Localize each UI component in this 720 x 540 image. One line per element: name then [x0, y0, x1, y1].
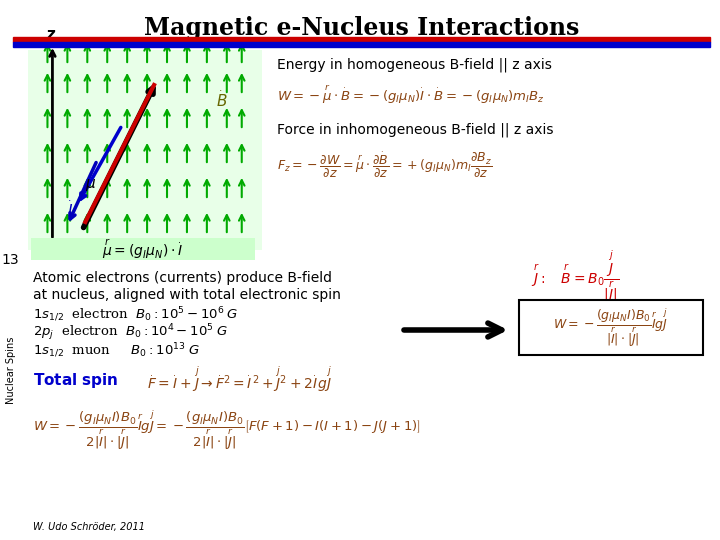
Text: Atomic electrons (currents) produce B-field: Atomic electrons (currents) produce B-fi…: [32, 271, 331, 285]
Bar: [12, 42, 710, 47]
Text: Nuclear Spins: Nuclear Spins: [6, 336, 16, 404]
Text: $2p_j$  electron  $B_0 : 10^4 - 10^5\;G$: $2p_j$ electron $B_0 : 10^4 - 10^5\;G$: [32, 323, 228, 343]
Text: W. Udo Schröder, 2011: W. Udo Schröder, 2011: [32, 522, 145, 532]
Text: $\overset{.}{I}$: $\overset{.}{I}$: [67, 200, 73, 220]
Text: $\mathbf{Total\ spin}$: $\mathbf{Total\ spin}$: [32, 370, 118, 389]
Bar: [12, 37, 710, 42]
Text: $\overset{.}{F} = \overset{.}{I} + \overset{j}{J} \rightarrow \overset{.}{F}^2 =: $\overset{.}{F} = \overset{.}{I} + \over…: [147, 365, 332, 395]
Text: $\overset{.}{B}$: $\overset{.}{B}$: [216, 90, 228, 110]
Bar: [518, 300, 703, 355]
Text: $W = -\overset{r}{\mu}\cdot\overset{.}{B} = -(g_I\mu_N)\overset{.}{I}\cdot\overs: $W = -\overset{r}{\mu}\cdot\overset{.}{B…: [276, 84, 544, 106]
Text: 13: 13: [1, 253, 19, 267]
Text: $F_z = -\dfrac{\partial W}{\partial z} = \overset{r}{\mu}\cdot\dfrac{\partial \o: $F_z = -\dfrac{\partial W}{\partial z} =…: [276, 151, 492, 179]
Text: Energy in homogeneous B-field || z axis: Energy in homogeneous B-field || z axis: [276, 58, 552, 72]
Bar: [27, 50, 261, 250]
Text: at nucleus, aligned with total electronic spin: at nucleus, aligned with total electroni…: [32, 288, 341, 302]
Text: $W = -\dfrac{(g_I\mu_N I)B_0}{2|\overset{r}{I}|\cdot|\overset{r}{J}|}\overset{r}: $W = -\dfrac{(g_I\mu_N I)B_0}{2|\overset…: [32, 408, 420, 451]
Text: $\mu$: $\mu$: [85, 177, 96, 193]
Bar: [30, 238, 255, 260]
Text: $W = -\dfrac{(g_I\mu_N I)B_0}{|\overset{r}{I}|\cdot|\overset{r}{J}|}\overset{r}{: $W = -\dfrac{(g_I\mu_N I)B_0}{|\overset{…: [553, 307, 668, 349]
Text: z: z: [46, 27, 55, 42]
Text: $\overset{r}{\mu} = (g_I \mu_N) \cdot \overset{.}{I}$: $\overset{r}{\mu} = (g_I \mu_N) \cdot \o…: [102, 237, 183, 261]
Text: $1s_{1/2}$  electron  $B_0 : 10^5 - 10^6\;G$: $1s_{1/2}$ electron $B_0 : 10^5 - 10^6\;…: [32, 306, 238, 324]
Text: Force in inhomogeneous B-field || z axis: Force in inhomogeneous B-field || z axis: [276, 123, 553, 137]
Text: $\overset{r}{J}:\quad \overset{r}{B} = B_0 \dfrac{\overset{j}{J}}{|\overset{r}{J: $\overset{r}{J}:\quad \overset{r}{B} = B…: [531, 250, 618, 306]
Text: Magnetic e-Nucleus Interactions: Magnetic e-Nucleus Interactions: [143, 16, 579, 40]
Text: $1s_{1/2}$  muon  $\quad B_0 : 10^{13}\;G$: $1s_{1/2}$ muon $\quad B_0 : 10^{13}\;G$: [32, 342, 199, 360]
